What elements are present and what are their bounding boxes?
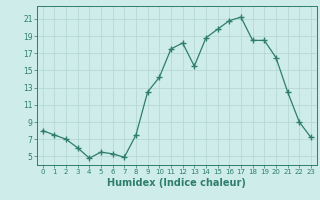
X-axis label: Humidex (Indice chaleur): Humidex (Indice chaleur) bbox=[108, 178, 246, 188]
